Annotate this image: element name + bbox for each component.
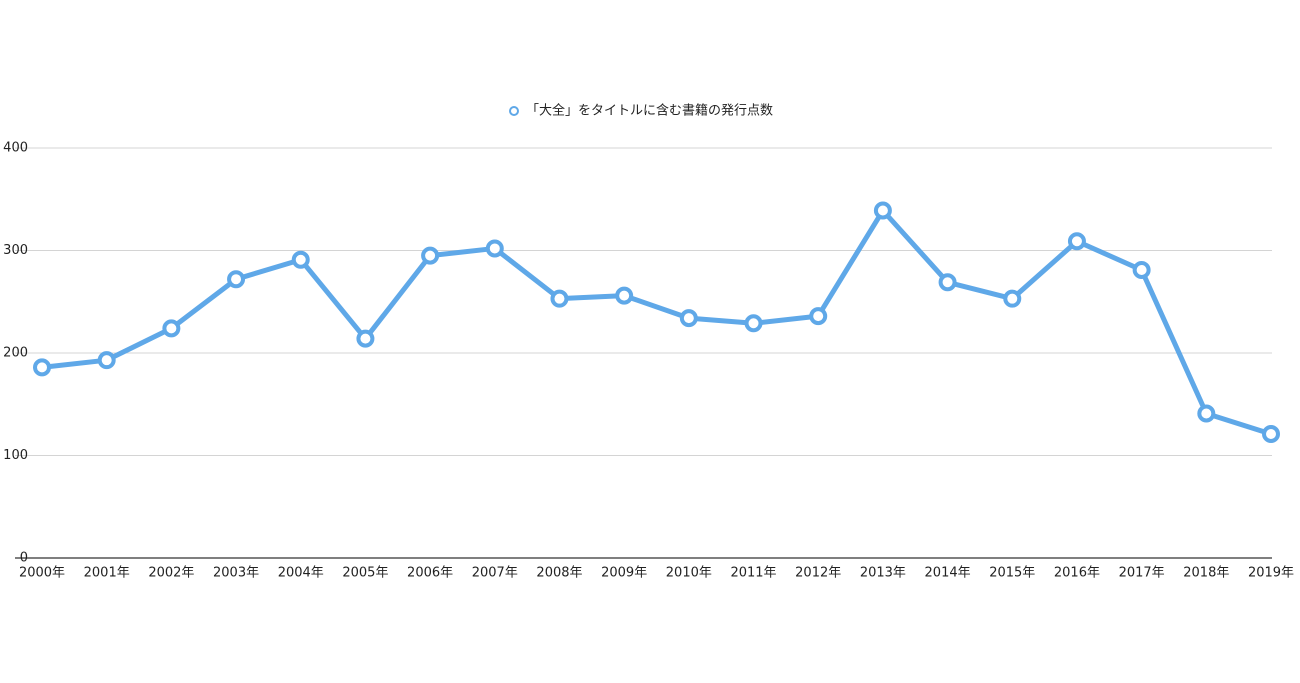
- x-tick-label: 2004年: [278, 566, 324, 581]
- x-tick-label: 2010年: [666, 566, 712, 581]
- x-tick-label: 2007年: [472, 566, 518, 581]
- x-tick-label: 2005年: [342, 566, 388, 581]
- data-point: [550, 289, 569, 308]
- x-tick-label: 2009年: [601, 566, 647, 581]
- y-tick-label: 0: [20, 551, 28, 566]
- x-tick-label: 2019年: [1248, 566, 1294, 581]
- data-point: [97, 351, 116, 370]
- data-point: [227, 270, 246, 289]
- y-tick-label: 100: [3, 448, 28, 463]
- data-point: [809, 307, 828, 326]
- data-point: [162, 319, 181, 338]
- x-tick-label: 2008年: [536, 566, 582, 581]
- x-tick-label: 2002年: [148, 566, 194, 581]
- legend-marker: [509, 106, 519, 116]
- x-tick-label: 2001年: [84, 566, 130, 581]
- legend-label: 「大全」をタイトルに含む書籍の発行点数: [526, 103, 773, 119]
- x-tick-label: 2014年: [925, 566, 971, 581]
- x-tick-label: 2015年: [989, 566, 1035, 581]
- data-point: [1197, 404, 1216, 423]
- x-tick-label: 2011年: [730, 566, 776, 581]
- data-point: [485, 239, 504, 258]
- y-tick-label: 300: [3, 243, 28, 258]
- data-point: [873, 201, 892, 220]
- data-point: [356, 329, 375, 348]
- x-tick-label: 2003年: [213, 566, 259, 581]
- x-tick-label: 2013年: [860, 566, 906, 581]
- data-point: [615, 286, 634, 305]
- data-point: [291, 250, 310, 269]
- data-point: [421, 246, 440, 265]
- data-point: [1132, 260, 1151, 279]
- x-tick-label: 2018年: [1183, 566, 1229, 581]
- data-point: [1262, 424, 1280, 443]
- data-point: [1067, 232, 1086, 251]
- x-tick-label: 2000年: [19, 566, 65, 581]
- x-tick-label: 2017年: [1119, 566, 1165, 581]
- data-line: [41, 208, 1272, 437]
- data-point: [1003, 289, 1022, 308]
- y-tick-label: 400: [3, 141, 28, 156]
- data-point: [679, 309, 698, 328]
- data-point: [744, 314, 763, 333]
- x-tick-label: 2016年: [1054, 566, 1100, 581]
- data-point: [938, 273, 957, 292]
- x-tick-label: 2012年: [795, 566, 841, 581]
- y-tick-label: 200: [3, 346, 28, 361]
- x-tick-label: 2006年: [407, 566, 453, 581]
- data-point: [33, 358, 51, 377]
